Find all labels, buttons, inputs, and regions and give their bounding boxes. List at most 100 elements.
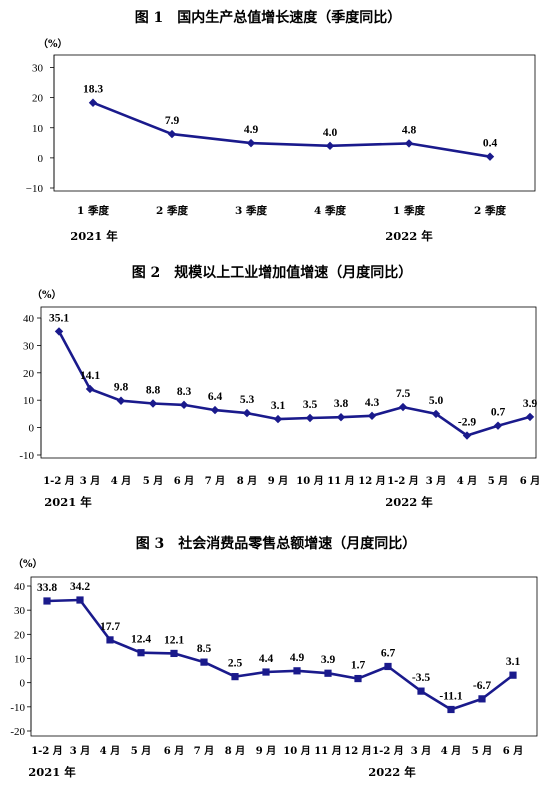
y-tick-label: 30: [32, 63, 44, 75]
x-tick-label: 3 月: [70, 745, 90, 757]
chart-3-year-2022: 2022 年: [368, 765, 416, 779]
x-tick-label: 11 月: [327, 475, 354, 487]
data-label: 33.8: [37, 582, 57, 594]
data-point-marker: [148, 399, 158, 408]
data-label: 9.8: [114, 382, 129, 394]
chart-2-data-labels: 35.1 14.1 9.8 8.8 8.3 6.4 5.3 3.1 3.5 3.8 4.3 7.5 5.…: [49, 312, 538, 428]
data-point-marker: [478, 695, 486, 703]
x-tick-label: 4 月: [457, 475, 477, 487]
x-tick-label: 2 季度: [156, 204, 188, 217]
chart-2-unit-label: （%）: [32, 288, 62, 301]
x-tick-label: 10 月: [283, 745, 310, 757]
chart-gdp-growth: 图 1 国内生产总值增长速度（季度同比） （%） 30 20 10 0 −10 1 季度…: [26, 9, 536, 243]
chart-1-data-labels: 18.3 7.9 4.9 4.0 4.8 0.4: [83, 84, 498, 150]
data-point-marker: [246, 138, 256, 148]
data-label: 14.1: [80, 370, 100, 382]
x-tick-label: 4 季度: [314, 204, 346, 217]
data-label: 17.7: [100, 621, 120, 633]
chart-3-frame: [30, 576, 538, 737]
x-tick-label: 3 月: [426, 475, 446, 487]
data-point-marker: [137, 649, 145, 657]
x-tick-label: 1-2 月: [387, 475, 419, 487]
x-tick-label: 7 月: [205, 475, 225, 487]
data-point-marker: [43, 597, 51, 605]
data-label: 3.5: [303, 399, 318, 411]
chart-1-unit-label: （%）: [38, 37, 68, 50]
chart-1-year-2021: 2021 年: [70, 229, 118, 243]
x-tick-label: 1-2 月: [43, 475, 75, 487]
data-label: 8.8: [146, 384, 161, 396]
chart-retail-sales-growth: 图 3 社会消费品零售总额增速（月度同比） （%） 40 30 20 10 0 -10 -2…: [10, 535, 538, 779]
data-label: 5.0: [429, 395, 444, 407]
data-label: 4.0: [323, 127, 338, 139]
data-label: 18.3: [83, 84, 103, 96]
data-point-marker: [54, 327, 64, 336]
data-label: 3.9: [523, 398, 538, 410]
data-label: -11.1: [439, 690, 463, 702]
y-tick-label: -10: [19, 450, 34, 462]
chart-2-series-line: [57, 330, 531, 437]
data-label: 8.5: [197, 643, 212, 655]
data-point-marker: [367, 411, 377, 421]
data-point-marker: [210, 405, 220, 415]
x-tick-label: 11 月: [314, 745, 341, 757]
chart-3-series-line: [46, 598, 514, 711]
data-label: -3.5: [412, 672, 430, 684]
data-point-marker: [116, 396, 126, 405]
chart-1-x-labels: 1 季度 2 季度 3 季度 4 季度 1 季度 2 季度: [77, 204, 506, 217]
data-label: 6.4: [208, 391, 223, 403]
data-label: 8.3: [177, 386, 192, 398]
data-point-marker: [431, 409, 441, 419]
x-tick-label: 5 月: [143, 475, 163, 487]
y-tick-label: 10: [14, 654, 26, 666]
chart-2-title: 图 2 规模以上工业增加值增速（月度同比）: [132, 264, 413, 281]
x-tick-label: 7 月: [194, 745, 214, 757]
x-tick-label: 1-2 月: [372, 745, 404, 757]
y-tick-label: 0: [20, 678, 26, 690]
data-point-marker: [336, 412, 346, 422]
x-tick-label: 1-2 月: [31, 745, 63, 757]
data-label: 3.9: [321, 654, 336, 666]
data-label: 12.4: [131, 634, 151, 646]
data-point-marker: [170, 649, 178, 658]
x-tick-label: 6 月: [174, 475, 194, 487]
x-tick-label: 3 月: [411, 745, 431, 757]
data-label: 4.8: [402, 124, 417, 136]
chart-2-year-2022: 2022 年: [385, 495, 433, 509]
chart-3-year-2021: 2021 年: [28, 765, 76, 779]
data-label: 12.1: [164, 634, 184, 646]
y-tick-label: 20: [32, 93, 44, 105]
x-tick-label: 3 季度: [235, 204, 267, 217]
data-point-marker: [167, 129, 177, 139]
data-point-marker: [485, 152, 495, 161]
data-point-marker: [88, 98, 98, 107]
data-point-marker: [384, 662, 392, 671]
data-point-marker: [462, 431, 472, 440]
x-tick-label: 12 月: [344, 745, 371, 757]
data-point-marker: [324, 669, 332, 677]
x-tick-label: 5 月: [488, 475, 508, 487]
data-label: 34.2: [70, 581, 90, 593]
data-point-marker: [525, 412, 535, 422]
x-tick-label: 4 月: [100, 745, 120, 757]
y-tick-label: 40: [23, 313, 35, 325]
data-label: 7.5: [396, 388, 411, 400]
data-point-marker: [262, 668, 270, 676]
data-label: 4.9: [244, 124, 259, 136]
data-point-marker: [354, 674, 362, 683]
data-label: 1.7: [351, 660, 366, 672]
chart-3-data-labels: 33.8 34.2 17.7 12.4 12.1 8.5 2.5 4.4 4.9 3.9 1.7 6.…: [37, 581, 521, 702]
data-point-marker: [273, 414, 283, 424]
chart-1-y-ticks: 30 20 10 0 −10: [26, 63, 54, 195]
data-point-marker: [76, 596, 84, 604]
data-label: 2.5: [228, 658, 243, 670]
data-point-marker: [179, 400, 189, 410]
x-tick-label: 4 月: [111, 475, 131, 487]
data-point-marker: [242, 408, 252, 418]
data-point-marker: [493, 421, 503, 430]
x-tick-label: 5 月: [131, 745, 151, 757]
data-label: 35.1: [49, 312, 69, 324]
data-label: 4.3: [365, 397, 380, 409]
data-point-marker: [231, 673, 239, 681]
